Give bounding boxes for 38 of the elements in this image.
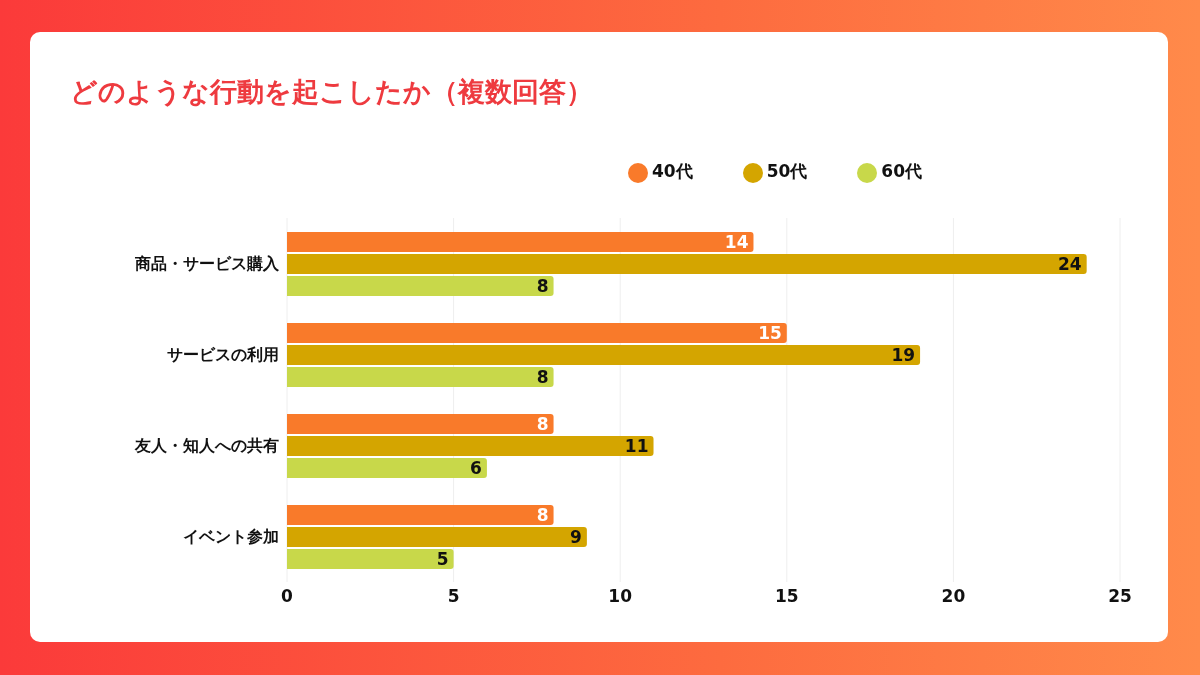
bar [287,276,554,296]
bar [287,414,554,434]
y-tick-label: 友人・知人への共有 [134,436,279,456]
data-label: 19 [891,345,916,366]
data-label: 11 [624,436,649,457]
bar [287,254,1087,274]
legend-label: 60代 [881,161,922,181]
legend-label: 40代 [651,161,693,181]
data-label: 14 [724,232,749,253]
data-label: 8 [536,367,549,388]
x-tick-label: 5 [447,586,460,607]
data-label: 9 [570,527,582,548]
bar [287,527,587,547]
bar [287,367,554,387]
y-tick-label: イベント参加 [183,527,279,547]
bar [287,436,654,456]
x-tick-label: 0 [281,586,294,607]
legend-label: 50代 [766,161,808,181]
data-label: 5 [436,549,449,570]
data-label: 8 [536,276,549,297]
bar [287,549,454,569]
x-tick-label: 10 [608,586,633,607]
bar [287,345,921,365]
data-label: 8 [536,505,549,526]
data-label: 8 [536,414,549,435]
y-tick-label: サービスの利用 [167,345,279,365]
bar [287,458,487,478]
x-tick-label: 20 [941,586,966,607]
data-label: 15 [758,323,782,344]
data-label: 6 [470,458,482,479]
x-tick-label: 25 [1108,586,1132,607]
bar [287,505,554,525]
bar [287,232,754,252]
bar [287,323,787,343]
x-tick-label: 15 [774,586,799,607]
data-label: 24 [1058,254,1082,275]
y-tick-label: 商品・サービス購入 [134,254,280,274]
chart-title: どのような行動を起こしたか（複数回答） [70,75,593,109]
